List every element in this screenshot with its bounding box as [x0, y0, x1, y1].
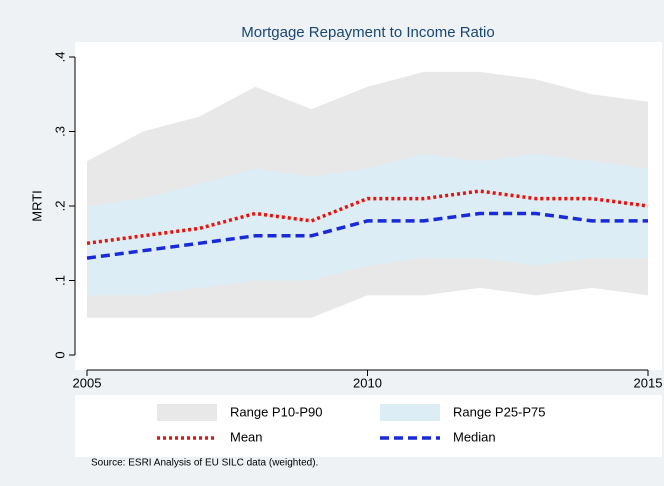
y-tick-label: .1 — [52, 275, 67, 286]
source-note: Source: ESRI Analysis of EU SILC data (w… — [91, 458, 318, 469]
y-tick-label: .4 — [52, 52, 67, 63]
y-axis-label: MRTI — [29, 190, 44, 222]
y-tick-label: 0 — [52, 351, 67, 358]
x-tick-label: 2015 — [634, 375, 663, 390]
y-tick-label: .3 — [52, 126, 67, 137]
legend-swatch — [380, 404, 440, 421]
legend-swatch — [157, 404, 217, 421]
legend-label: Range P10-P90 — [230, 404, 323, 419]
legend-label: Median — [453, 429, 496, 444]
legend-label: Mean — [230, 429, 263, 444]
series-line — [86, 189, 649, 246]
x-tick-label: 2010 — [353, 375, 382, 390]
range-area — [87, 153, 648, 296]
legend-label: Range P25-P75 — [453, 404, 546, 419]
y-tick-label: .2 — [52, 201, 67, 212]
chart-title: Mortgage Repayment to Income Ratio — [241, 24, 494, 41]
series-line — [86, 211, 648, 260]
x-tick-label: 2005 — [73, 375, 102, 390]
